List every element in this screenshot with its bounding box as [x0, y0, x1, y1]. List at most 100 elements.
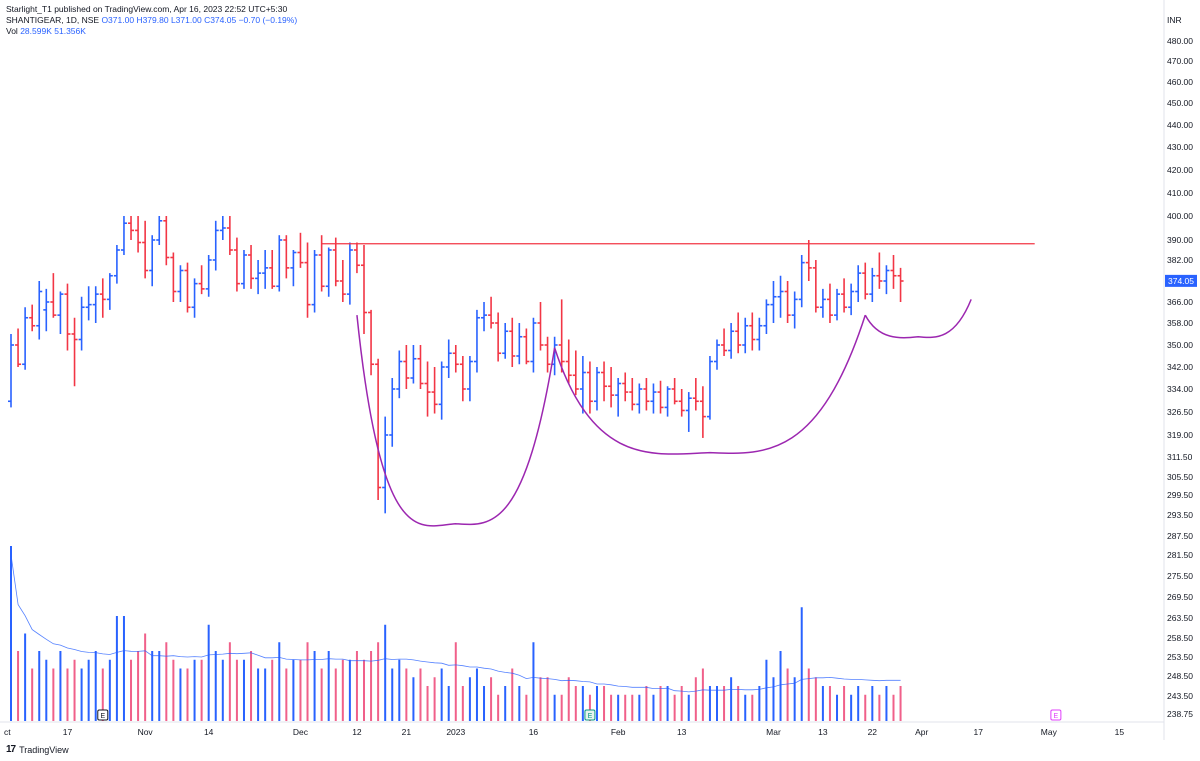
- volume-bar: [708, 686, 711, 721]
- volume-bar: [320, 668, 323, 721]
- price-bar: [650, 383, 657, 414]
- ohlc-low: L371.00: [170, 15, 202, 25]
- price-bar: [353, 242, 360, 274]
- price-bar: [544, 336, 551, 373]
- price-bar: [466, 356, 473, 402]
- price-bar: [784, 281, 791, 323]
- last-price-label: 374.05: [1168, 276, 1194, 286]
- volume-bar: [370, 651, 373, 721]
- price-bar: [636, 383, 643, 414]
- price-bar: [699, 386, 706, 438]
- price-tick-label: 299.50: [1167, 490, 1193, 500]
- handle-curve[interactable]: [864, 299, 972, 339]
- volume-bar: [447, 686, 450, 721]
- volume-bar: [483, 686, 486, 721]
- price-tick-label: 470.00: [1167, 56, 1193, 66]
- earnings-marker[interactable]: [584, 709, 596, 721]
- price-bar: [509, 317, 516, 367]
- volume-bar: [242, 659, 245, 721]
- price-bar: [149, 235, 156, 287]
- price-tick-label: 366.00: [1167, 297, 1193, 307]
- price-bar: [791, 291, 798, 329]
- price-bar: [99, 278, 106, 318]
- time-tick-label: 2023: [446, 727, 465, 737]
- volume-bar: [101, 668, 104, 721]
- volume-bar: [31, 668, 34, 721]
- publisher-line: Starlight_T1 published on TradingView.co…: [6, 4, 288, 14]
- price-tick-label: 258.50: [1167, 633, 1193, 643]
- price-tick-label: 350.00: [1167, 340, 1193, 350]
- price-bar: [685, 392, 692, 432]
- volume-label[interactable]: Vol: [6, 26, 18, 36]
- price-bar: [396, 350, 403, 399]
- volume-bar: [384, 624, 387, 721]
- time-tick-label: 12: [352, 727, 362, 737]
- symbol-name[interactable]: SHANTIGEAR, 1D, NSE: [6, 15, 100, 25]
- volume-bar: [193, 659, 196, 721]
- price-bar: [198, 265, 205, 295]
- volume-bar: [179, 668, 182, 721]
- price-bar: [756, 317, 763, 351]
- price-tick-label: 248.50: [1167, 671, 1193, 681]
- price-bar: [629, 378, 636, 411]
- volume-bar: [10, 546, 12, 721]
- volume-bar: [38, 651, 41, 721]
- volume-bar: [87, 659, 90, 721]
- volume-bar: [723, 686, 726, 721]
- price-bar: [120, 216, 127, 255]
- volume-bar: [638, 694, 641, 721]
- price-bar: [205, 255, 212, 297]
- price-bar: [579, 356, 586, 414]
- price-bar: [523, 328, 530, 365]
- volume-bar: [532, 642, 535, 721]
- price-bar: [311, 250, 318, 313]
- volume-bar: [574, 686, 577, 721]
- price-tick-label: 480.00: [1167, 36, 1193, 46]
- tradingview-branding[interactable]: 17 TradingView: [6, 744, 69, 755]
- price-bar: [346, 242, 353, 305]
- price-bar: [156, 216, 163, 245]
- price-bar: [495, 312, 502, 362]
- volume-bar: [737, 686, 740, 721]
- price-bar: [735, 312, 742, 354]
- cup-curve[interactable]: [356, 315, 556, 527]
- price-bar: [537, 302, 544, 351]
- volume-bar: [200, 659, 203, 721]
- price-bar: [601, 361, 608, 402]
- price-bar: [742, 317, 749, 354]
- volume-ma-layer: [10, 554, 901, 693]
- price-tick-label: 450.00: [1167, 98, 1193, 108]
- price-bar: [876, 252, 883, 289]
- volume-bar: [652, 694, 655, 721]
- price-bar: [269, 250, 276, 289]
- pattern-layer[interactable]: [321, 243, 1035, 527]
- earnings-marker[interactable]: [97, 709, 109, 721]
- price-bar: [572, 350, 579, 396]
- cup-curve[interactable]: [553, 314, 866, 455]
- earnings-marker[interactable]: [1050, 709, 1062, 721]
- price-tick-label: 319.00: [1167, 430, 1193, 440]
- price-bar: [622, 372, 629, 402]
- volume-bar: [292, 659, 295, 721]
- price-bar: [502, 323, 509, 359]
- price-bar: [389, 378, 396, 447]
- volume-bar: [440, 668, 443, 721]
- price-bar: [106, 273, 113, 310]
- time-axis[interactable]: ct 17 Nov 14 Dec 12 21 2023 16 Feb 13 Mar 13 22 Apr 17 M…: [4, 727, 1124, 737]
- volume-bar: [94, 651, 97, 721]
- price-bar: [883, 265, 890, 295]
- volume-bar: [518, 686, 521, 721]
- price-axis[interactable]: INR 480.00 470.00 460.00 450.00 440.00 430.00 4…: [1165, 15, 1197, 719]
- last-price-badge: [1165, 274, 1197, 287]
- price-bar: [473, 309, 480, 373]
- price-bar: [135, 216, 142, 253]
- volume-bar: [744, 694, 747, 721]
- price-tick-label: 281.50: [1167, 550, 1193, 560]
- price-bar: [848, 283, 855, 316]
- price-tick-label: 269.50: [1167, 592, 1193, 602]
- volume-bar: [504, 686, 507, 721]
- volume-bar: [497, 694, 500, 721]
- volume-bar: [377, 642, 380, 721]
